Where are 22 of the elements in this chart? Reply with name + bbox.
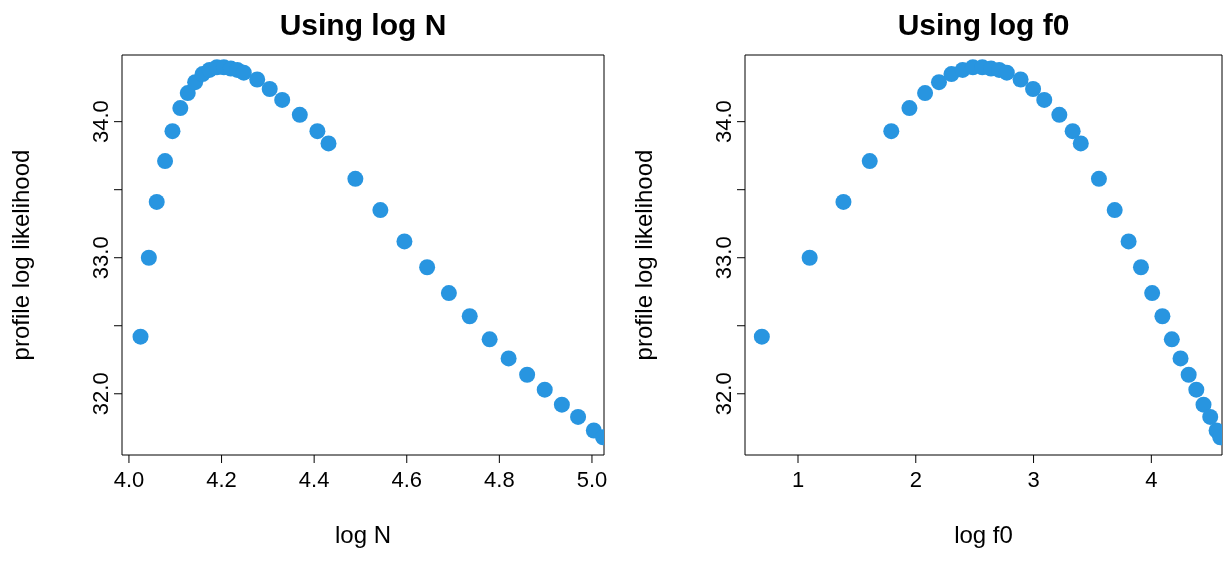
y-tick-label: 34.0 — [711, 100, 736, 144]
y-axis-title: profile log likelihood — [629, 149, 657, 361]
x-tick-label: 4.2 — [206, 467, 237, 492]
x-tick-label: 3 — [1027, 467, 1040, 492]
x-tick-label: 4.6 — [391, 467, 423, 492]
chart-title: Using log N — [278, 8, 448, 42]
x-tick-label: 4.8 — [484, 467, 515, 492]
x-tick-label: 4.0 — [113, 467, 145, 492]
y-axis-title: profile log likelihood — [6, 149, 34, 361]
x-axis-title: log f0 — [954, 521, 1013, 548]
x-tick-label: 1 — [791, 467, 805, 492]
y-tick-label: 32.0 — [711, 372, 736, 416]
y-tick-label: 32.0 — [88, 372, 113, 416]
x-axis-title: log N — [334, 521, 392, 548]
y-tick-label: 34.0 — [88, 100, 113, 144]
chart-title: Using log f0 — [896, 8, 1071, 42]
y-tick-label: 33.0 — [711, 236, 736, 280]
x-tick-label: 2 — [909, 467, 922, 492]
x-tick-label: 5.0 — [576, 467, 608, 492]
x-tick-label: 4.4 — [298, 467, 330, 492]
y-tick-label: 33.0 — [88, 236, 113, 280]
x-tick-label: 4 — [1145, 467, 1158, 492]
